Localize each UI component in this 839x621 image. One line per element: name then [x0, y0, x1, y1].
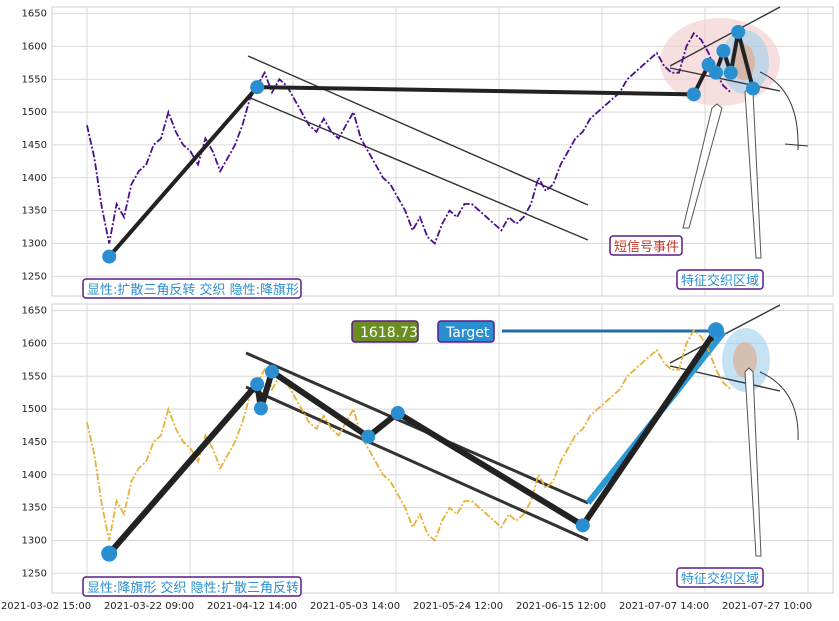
- target-value-box: [351, 320, 419, 343]
- x-tick-label: 2021-07-07 14:00: [619, 601, 709, 612]
- top-price-line: [86, 31, 732, 246]
- pattern-point: [723, 65, 738, 80]
- callout-arrow-1: [682, 103, 723, 229]
- y-tick-label: 1250: [22, 271, 47, 282]
- y-tick-label: 1500: [22, 404, 47, 415]
- top-pattern-points: [102, 24, 760, 264]
- bottom-pattern-box: [82, 576, 302, 597]
- y-tick-label: 1550: [22, 74, 47, 85]
- x-tick-label: 2021-04-12 14:00: [207, 601, 297, 612]
- y-tick-label: 1400: [22, 470, 47, 481]
- pattern-point: [253, 401, 268, 416]
- x-tick-label: 2021-05-24 12:00: [413, 601, 503, 612]
- y-tick-label: 1350: [22, 503, 47, 514]
- bottom-feature-box: [676, 567, 764, 588]
- bottom-arrow-curve: [759, 371, 799, 441]
- x-tick-label: 2021-03-02 15:00: [1, 601, 91, 612]
- short-event-box: [609, 235, 683, 256]
- bottom-channel-lower: [245, 385, 589, 542]
- top-pattern-box: [82, 278, 302, 299]
- pattern-point: [101, 545, 118, 562]
- y-tick-label: 1400: [22, 173, 47, 184]
- pattern-point: [250, 377, 265, 392]
- pattern-point: [390, 406, 405, 421]
- x-tick-label: 2021-06-15 12:00: [516, 601, 606, 612]
- target-label: Target: [445, 325, 490, 341]
- top-feature-box: [676, 269, 764, 290]
- pattern-point: [265, 364, 279, 379]
- small-line: [784, 143, 809, 147]
- bottom-grid: [52, 304, 833, 593]
- y-tick-label: 1350: [22, 206, 47, 217]
- bottom-feature-label: 特征交织区域: [681, 571, 759, 587]
- bottom-plot-frame: [51, 303, 834, 594]
- pattern-point: [250, 80, 265, 95]
- top-feature-label: 特征交织区域: [681, 273, 759, 289]
- y-tick-label: 1300: [22, 238, 47, 249]
- y-tick-label: 1600: [22, 41, 47, 52]
- short-event-label: 短信号事件: [614, 240, 679, 255]
- y-tick-label: 1450: [22, 140, 47, 151]
- bottom-pattern-label: 显性:降旗形 交织 隐性:扩散三角反转: [87, 580, 299, 596]
- bottom-pattern-points: [101, 322, 724, 562]
- triangle-lower: [669, 67, 781, 92]
- pattern-point: [709, 65, 723, 80]
- pattern-point: [746, 81, 760, 96]
- y-tick-label: 1550: [22, 371, 47, 382]
- y-tick-label: 1250: [22, 568, 47, 579]
- top-y-ticks: 1250 1300 1350 1400 1450 1500 1550 1600 1650: [22, 9, 47, 283]
- bottom-callout-arrow: [744, 367, 762, 557]
- y-tick-label: 1650: [22, 9, 47, 20]
- pattern-point: [102, 249, 117, 264]
- pattern-point: [686, 87, 701, 102]
- bottom-y-ticks: 1250 1300 1350 1400 1450 1500 1550 1600 1650: [22, 306, 47, 580]
- y-tick-label: 1600: [22, 338, 47, 349]
- pattern-point: [716, 44, 731, 59]
- pattern-point: [575, 518, 590, 533]
- y-tick-label: 1450: [22, 437, 47, 448]
- bottom-price-line: [86, 328, 732, 543]
- pattern-point: [731, 24, 746, 39]
- target-box: [437, 320, 495, 343]
- bottom-highlight-core: [733, 342, 757, 378]
- x-tick-label: 2021-05-03 14:00: [310, 601, 400, 612]
- target-value-label: 1618.73: [360, 325, 418, 341]
- x-tick-label: 2021-07-27 10:00: [722, 601, 812, 612]
- y-tick-label: 1500: [22, 107, 47, 118]
- top-pattern-label: 显性:扩散三角反转 交织 隐性:降旗形: [87, 282, 299, 298]
- triangle-upper: [669, 6, 781, 67]
- y-tick-label: 1300: [22, 535, 47, 546]
- pattern-point: [361, 429, 376, 444]
- arrow-curve: [759, 71, 799, 151]
- trendline-lower: [247, 96, 589, 241]
- pattern-point: [708, 322, 724, 339]
- y-tick-label: 1650: [22, 306, 47, 317]
- trendline-upper: [247, 55, 589, 206]
- x-ticks: 2021-03-02 15:00 2021-03-22 09:00 2021-04-…: [1, 601, 812, 612]
- x-tick-label: 2021-03-22 09:00: [104, 601, 194, 612]
